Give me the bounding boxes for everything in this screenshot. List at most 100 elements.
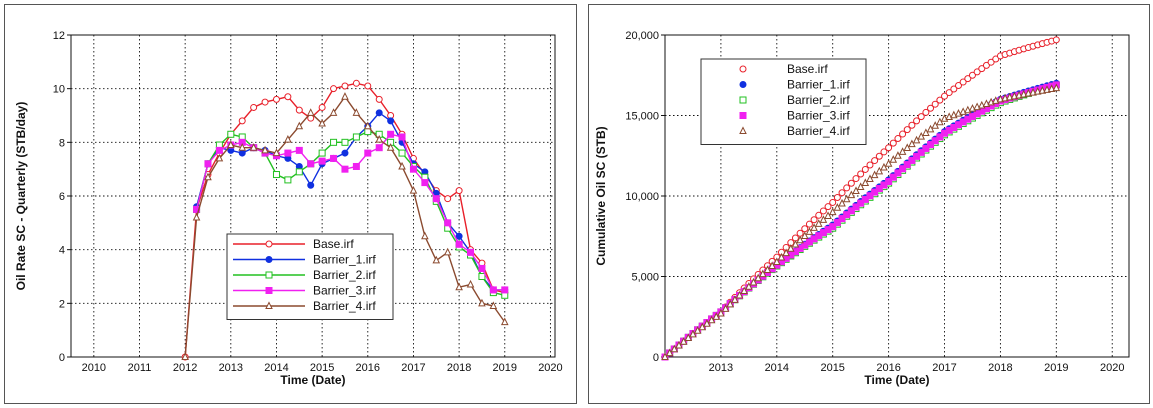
data-point bbox=[284, 93, 292, 101]
data-point bbox=[899, 130, 907, 138]
y-tick-label: 12 bbox=[53, 30, 65, 42]
data-point bbox=[828, 207, 837, 216]
data-point bbox=[478, 264, 486, 272]
legend-marker bbox=[265, 301, 273, 309]
series-line bbox=[195, 111, 505, 291]
legend-label: Barrier_4.irf bbox=[313, 299, 376, 313]
plot-area bbox=[661, 36, 1061, 361]
data-point bbox=[898, 147, 907, 155]
data-point bbox=[670, 344, 679, 353]
data-point bbox=[829, 198, 837, 206]
data-point bbox=[810, 223, 818, 231]
data-point bbox=[903, 143, 912, 151]
data-point bbox=[875, 152, 883, 160]
data-point bbox=[238, 117, 246, 125]
y-axis-title: Cumulative Oil SC (STB) bbox=[594, 126, 608, 265]
data-point bbox=[386, 143, 395, 151]
data-point bbox=[693, 326, 702, 334]
series-line bbox=[195, 133, 505, 291]
data-point bbox=[478, 273, 486, 280]
data-point bbox=[675, 340, 683, 349]
data-point bbox=[1052, 36, 1060, 44]
data-point bbox=[272, 171, 280, 179]
data-point bbox=[908, 156, 916, 164]
legend-label: Barrier_3.irf bbox=[787, 109, 850, 123]
legend-label: Barrier_2.irf bbox=[313, 268, 376, 282]
plot-frame bbox=[664, 34, 1130, 358]
x-tick-label: 2011 bbox=[128, 362, 152, 374]
data-point bbox=[409, 165, 417, 173]
legend-marker bbox=[265, 240, 273, 248]
legend-item: Barrier_3.irf bbox=[233, 284, 376, 298]
plot-area bbox=[181, 79, 509, 361]
data-point bbox=[455, 187, 463, 195]
x-tick-label: 2015 bbox=[820, 362, 844, 374]
data-point bbox=[307, 181, 315, 189]
legend-item: Barrier_3.irf bbox=[739, 109, 850, 123]
data-point bbox=[903, 161, 911, 169]
data-point bbox=[443, 247, 452, 256]
data-point bbox=[444, 195, 452, 203]
x-tick-label: 2013 bbox=[219, 362, 243, 374]
data-point bbox=[238, 149, 246, 157]
data-point bbox=[889, 139, 897, 147]
data-point bbox=[973, 68, 981, 76]
legend-label: Barrier_1.irf bbox=[313, 253, 376, 267]
data-point bbox=[759, 269, 767, 278]
data-point bbox=[968, 71, 976, 79]
data-point bbox=[467, 248, 475, 256]
x-tick-label: 2014 bbox=[264, 362, 288, 374]
data-point bbox=[856, 182, 865, 190]
data-point bbox=[227, 130, 235, 138]
data-point bbox=[833, 203, 842, 211]
data-point bbox=[364, 82, 372, 90]
data-point bbox=[908, 121, 916, 129]
data-point bbox=[466, 279, 475, 288]
data-point bbox=[852, 175, 860, 183]
y-tick-label: 6 bbox=[59, 191, 65, 203]
data-point bbox=[847, 179, 855, 187]
data-point bbox=[870, 170, 879, 179]
data-point bbox=[387, 117, 395, 125]
data-point bbox=[375, 144, 383, 152]
data-point bbox=[824, 211, 832, 219]
data-point bbox=[330, 138, 338, 146]
data-point bbox=[964, 75, 972, 83]
data-point bbox=[478, 298, 486, 307]
data-point bbox=[763, 265, 772, 274]
series-line bbox=[195, 130, 505, 296]
data-point bbox=[250, 103, 258, 111]
legend-label: Barrier_3.irf bbox=[313, 284, 376, 298]
x-tick-label: 2019 bbox=[493, 362, 517, 374]
data-point bbox=[922, 144, 930, 152]
data-point bbox=[307, 160, 315, 168]
y-tick-label: 0 bbox=[59, 352, 65, 364]
data-point bbox=[375, 95, 383, 103]
data-point bbox=[318, 149, 326, 157]
data-point bbox=[261, 145, 269, 154]
data-point bbox=[215, 146, 223, 154]
data-point bbox=[330, 154, 338, 162]
data-point bbox=[295, 106, 303, 114]
data-point bbox=[740, 286, 749, 295]
data-point bbox=[805, 227, 814, 235]
data-point bbox=[341, 138, 349, 146]
data-point bbox=[318, 157, 326, 165]
x-tick-label: 2015 bbox=[310, 362, 334, 374]
data-point bbox=[987, 58, 995, 66]
data-point bbox=[272, 148, 281, 157]
data-point bbox=[875, 185, 883, 193]
legend-item: Barrier_1.irf bbox=[233, 253, 376, 267]
legend-label: Barrier_4.irf bbox=[787, 124, 850, 138]
data-point bbox=[796, 229, 804, 237]
y-tick-label: 8 bbox=[59, 137, 65, 149]
y-tick-label: 4 bbox=[59, 245, 65, 257]
data-point bbox=[861, 165, 869, 173]
data-point bbox=[421, 179, 429, 187]
data-point bbox=[352, 79, 360, 87]
series-barrier-4-irf bbox=[661, 83, 1061, 360]
data-point bbox=[833, 219, 841, 227]
data-point bbox=[814, 219, 823, 227]
legend-marker bbox=[265, 271, 273, 279]
legend-marker bbox=[265, 287, 273, 294]
